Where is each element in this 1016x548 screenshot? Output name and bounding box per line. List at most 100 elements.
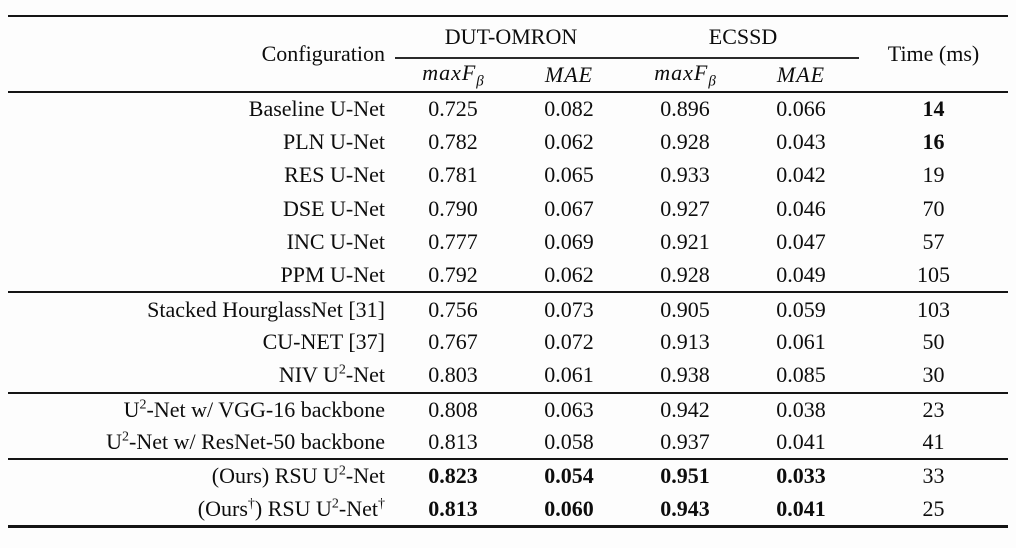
- table-row: (Ours) RSU U2-Net 0.823 0.054 0.951 0.033 33: [8, 458, 1009, 493]
- value-cell: 0.041: [776, 429, 826, 455]
- value-cell: 0.792: [428, 262, 478, 288]
- table-row: DSE U-Net 0.790 0.067 0.927 0.046 70: [8, 192, 1008, 225]
- value-cell: 14: [922, 96, 945, 122]
- config-cell: (Ours) RSU U2-Net: [8, 458, 395, 493]
- value-cell: 0.790: [428, 195, 478, 221]
- value-cell: 0.937: [660, 429, 710, 455]
- value-cell: 0.060: [511, 492, 628, 528]
- value-cell: 70: [922, 195, 945, 221]
- column-header-mae-dut: MAE: [511, 58, 628, 93]
- config-cell: Baseline U-Net: [248, 96, 385, 122]
- value-cell: 50: [922, 329, 945, 355]
- value-cell: 23: [859, 391, 1009, 426]
- value-cell: 0.928: [660, 262, 710, 288]
- value-cell: 33: [859, 458, 1009, 493]
- value-cell: 57: [922, 229, 945, 255]
- value-cell: 0.062: [544, 129, 594, 155]
- config-cell: Stacked HourglassNet [31]: [8, 291, 395, 326]
- value-cell: 0.933: [660, 162, 710, 188]
- value-cell: 0.938: [660, 362, 710, 388]
- value-cell: 0.065: [544, 162, 594, 188]
- column-group-dut-omron: DUT-OMRON: [395, 15, 628, 59]
- value-cell: 0.808: [395, 391, 511, 426]
- value-cell: 0.777: [428, 229, 478, 255]
- config-cell: NIV U2-Net: [278, 362, 385, 388]
- value-cell: 0.061: [776, 329, 826, 355]
- value-cell: 0.063: [511, 391, 628, 426]
- value-cell: 19: [922, 162, 945, 188]
- value-cell: 0.085: [776, 362, 826, 388]
- value-cell: 0.823: [395, 458, 511, 493]
- header-row-metrics: maxFβ MAE maxFβ MAE: [8, 58, 1008, 93]
- value-cell: 0.905: [627, 291, 744, 326]
- config-cell: RES U-Net: [284, 162, 385, 188]
- column-header-configuration: Configuration: [8, 15, 395, 93]
- value-cell: 16: [922, 129, 945, 155]
- value-cell: 0.813: [428, 429, 478, 455]
- value-cell: 0.069: [544, 229, 594, 255]
- value-cell: 0.921: [660, 229, 710, 255]
- table-row: Stacked HourglassNet [31] 0.756 0.073 0.905…: [8, 291, 1009, 326]
- value-cell: 0.803: [428, 362, 478, 388]
- value-cell: 0.896: [660, 96, 710, 122]
- value-cell: 103: [859, 291, 1009, 326]
- value-cell: 25: [859, 492, 1009, 528]
- table-header: Configuration DUT-OMRON ECSSD Time (ms) …: [8, 15, 1009, 93]
- column-header-maxf-dut: maxFβ: [395, 58, 511, 93]
- table-row: PLN U-Net 0.782 0.062 0.928 0.043 16: [8, 125, 1008, 158]
- config-cell: PPM U-Net: [280, 262, 385, 288]
- config-cell: INC U-Net: [286, 229, 385, 255]
- value-cell: 41: [922, 429, 945, 455]
- config-cell: CU-NET [37]: [262, 329, 385, 355]
- value-cell: 0.072: [544, 329, 594, 355]
- config-cell: U2-Net w/ ResNet-50 backbone: [106, 429, 385, 455]
- value-cell: 0.928: [660, 129, 710, 155]
- value-cell: 0.813: [395, 492, 511, 528]
- table-row: NIV U2-Net 0.803 0.061 0.938 0.085 30: [8, 359, 1008, 392]
- column-group-ecssd: ECSSD: [627, 15, 860, 59]
- value-cell: 0.942: [627, 391, 744, 426]
- config-cell: PLN U-Net: [282, 129, 385, 155]
- value-cell: 0.767: [428, 329, 478, 355]
- value-cell: 0.041: [743, 492, 860, 528]
- value-cell: 0.046: [776, 195, 826, 221]
- column-header-time: Time (ms): [859, 15, 1009, 93]
- config-cell: U2-Net w/ VGG-16 backbone: [8, 391, 395, 426]
- table-row: (Ours†) RSU U2-Net† 0.813 0.060 0.943 0.041 2…: [8, 492, 1009, 528]
- value-cell: 0.054: [511, 458, 628, 493]
- value-cell: 0.927: [660, 195, 710, 221]
- value-cell: 0.073: [511, 291, 628, 326]
- table-row: RES U-Net 0.781 0.065 0.933 0.042 19: [8, 159, 1008, 192]
- value-cell: 0.033: [743, 458, 860, 493]
- value-cell: 0.062: [544, 262, 594, 288]
- table-row: U2-Net w/ ResNet-50 backbone 0.813 0.058 0.…: [8, 426, 1008, 459]
- value-cell: 0.043: [776, 129, 826, 155]
- value-cell: 0.067: [544, 195, 594, 221]
- value-cell: 105: [917, 262, 951, 288]
- value-cell: 0.082: [544, 96, 594, 122]
- table-body: Baseline U-Net 0.725 0.082 0.896 0.066 14 PLN …: [8, 92, 1009, 528]
- table-row: PPM U-Net 0.792 0.062 0.928 0.049 105: [8, 259, 1008, 292]
- value-cell: 0.756: [395, 291, 511, 326]
- value-cell: 0.066: [776, 96, 826, 122]
- value-cell: 0.943: [627, 492, 744, 528]
- value-cell: 0.049: [776, 262, 826, 288]
- value-cell: 0.781: [428, 162, 478, 188]
- value-cell: 0.038: [743, 391, 860, 426]
- table-row: U2-Net w/ VGG-16 backbone 0.808 0.063 0.942…: [8, 391, 1009, 426]
- value-cell: 0.951: [627, 458, 744, 493]
- results-table: Configuration DUT-OMRON ECSSD Time (ms) …: [8, 15, 1009, 528]
- config-cell: (Ours†) RSU U2-Net†: [8, 492, 395, 528]
- value-cell: 0.047: [776, 229, 826, 255]
- value-cell: 0.913: [660, 329, 710, 355]
- value-cell: 0.725: [428, 96, 478, 122]
- header-row-groups: Configuration DUT-OMRON ECSSD Time (ms): [8, 15, 1009, 93]
- config-cell: DSE U-Net: [282, 195, 385, 221]
- value-cell: 0.058: [544, 429, 594, 455]
- column-header-mae-ecssd: MAE: [743, 58, 860, 93]
- value-cell: 0.782: [428, 129, 478, 155]
- column-header-maxf-ecssd: maxFβ: [627, 58, 744, 93]
- table-row: INC U-Net 0.777 0.069 0.921 0.047 57: [8, 226, 1008, 259]
- value-cell: 0.059: [743, 291, 860, 326]
